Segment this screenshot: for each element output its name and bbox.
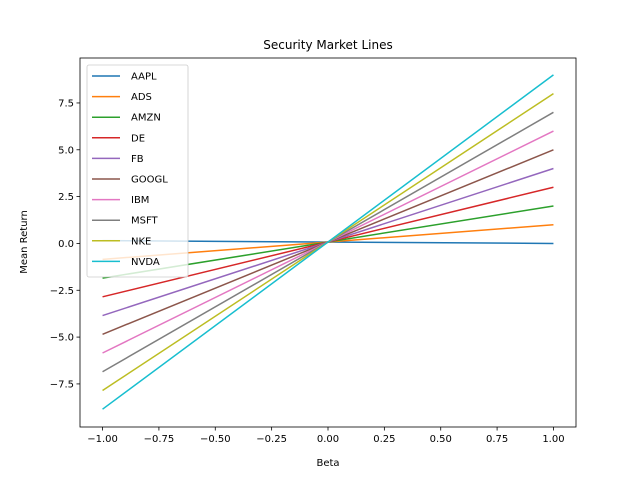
x-tick-label: −0.25 (256, 434, 287, 445)
legend-label-msft: MSFT (131, 216, 159, 227)
y-tick-label: 7.5 (58, 98, 74, 109)
legend-label-de: DE (131, 133, 145, 144)
legend-box (86, 64, 189, 278)
y-axis-ticks: −7.5 −5.0 −2.5 0.0 2.5 5.0 7.5 (50, 98, 80, 390)
x-tick-label: 0.00 (317, 434, 339, 445)
legend-label-nvda: NVDA (131, 257, 160, 268)
legend-label-ibm: IBM (131, 195, 149, 206)
legend-label-aapl: AAPL (131, 72, 157, 83)
legend-label-fb: FB (131, 154, 144, 165)
x-tick-label: 0.75 (486, 434, 508, 445)
x-tick-label: 0.25 (373, 434, 395, 445)
y-tick-label: −5.0 (50, 333, 74, 344)
plot-border (79, 57, 577, 428)
x-tick-label: −0.50 (200, 434, 231, 445)
y-tick-label: 5.0 (58, 145, 74, 156)
y-tick-label: 2.5 (58, 192, 74, 203)
x-tick-label: −1.00 (87, 434, 118, 445)
x-tick-label: 1.00 (542, 434, 564, 445)
legend-label-ads: ADS (131, 92, 152, 103)
y-tick-label: −2.5 (50, 286, 74, 297)
y-axis-label: Mean Return (19, 210, 30, 274)
y-tick-label: −7.5 (50, 379, 74, 390)
chart-title: Security Market Lines (263, 38, 392, 52)
series-line-nvda (102, 74, 554, 410)
legend-label-amzn: AMZN (131, 113, 161, 124)
legend-label-nke: NKE (131, 236, 151, 247)
y-tick-label: 0.0 (58, 239, 74, 250)
x-axis-label: Beta (316, 458, 339, 469)
x-tick-label: 0.50 (430, 434, 452, 445)
x-axis-ticks: −1.00 −0.75 −0.50 −0.25 0.00 0.25 0.50 0.75 1.00 (87, 427, 565, 445)
legend-label-googl: GOOGL (131, 175, 168, 186)
legend: AAPL ADS AMZN DE FB GOOGL IBM MSFT NKE NVDA (86, 64, 189, 278)
x-tick-label: −0.75 (144, 434, 175, 445)
